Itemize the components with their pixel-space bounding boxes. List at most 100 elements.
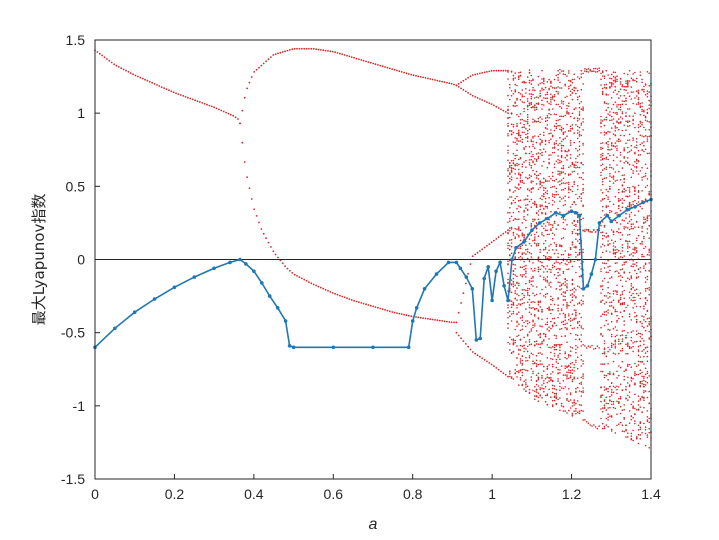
bifurcation-point	[575, 361, 577, 364]
bifurcation-point	[467, 76, 469, 79]
bifurcation-point	[619, 252, 622, 255]
bifurcation-point	[600, 292, 602, 294]
bifurcation-point	[379, 64, 382, 67]
bifurcation-point	[609, 372, 611, 375]
bifurcation-point	[530, 74, 533, 77]
bifurcation-point	[521, 345, 524, 348]
bifurcation-point	[641, 135, 643, 137]
bifurcation-point	[510, 123, 513, 126]
bifurcation-point	[541, 225, 543, 227]
bifurcation-point	[555, 358, 558, 361]
bifurcation-point	[582, 121, 584, 123]
bifurcation-point	[632, 342, 634, 344]
bifurcation-point	[521, 89, 524, 91]
bifurcation-point	[646, 90, 649, 92]
bifurcation-point	[548, 154, 550, 156]
bifurcation-point	[607, 350, 609, 353]
bifurcation-point	[643, 385, 645, 388]
bifurcation-point	[566, 107, 568, 110]
bifurcation-point	[601, 183, 604, 186]
bifurcation-point	[632, 286, 634, 289]
bifurcation-point	[535, 174, 538, 177]
bifurcation-point	[467, 345, 469, 348]
bifurcation-point	[564, 228, 566, 230]
bifurcation-point	[616, 388, 618, 391]
bifurcation-point	[580, 287, 583, 290]
bifurcation-point	[512, 277, 515, 280]
bifurcation-point	[621, 112, 624, 115]
bifurcation-point	[532, 155, 534, 158]
bifurcation-point	[523, 123, 525, 126]
bifurcation-point	[546, 365, 549, 368]
bifurcation-point	[537, 300, 540, 303]
bifurcation-point	[544, 394, 547, 397]
bifurcation-point	[648, 427, 650, 430]
bifurcation-point	[246, 87, 249, 90]
bifurcation-point	[635, 305, 638, 308]
bifurcation-point	[623, 255, 625, 257]
bifurcation-point	[514, 274, 516, 276]
bifurcation-point	[630, 415, 633, 418]
bifurcation-point	[225, 111, 228, 114]
bifurcation-point	[369, 61, 372, 64]
bifurcation-point	[635, 437, 638, 439]
bifurcation-point	[521, 325, 524, 327]
bifurcation-point	[644, 352, 647, 354]
bifurcation-point	[632, 255, 634, 257]
bifurcation-point	[646, 96, 649, 98]
bifurcation-point	[589, 424, 591, 426]
bifurcation-point	[532, 362, 534, 365]
bifurcation-point	[548, 233, 550, 236]
bifurcation-point	[580, 176, 583, 179]
bifurcation-point	[641, 255, 643, 258]
bifurcation-point	[548, 141, 550, 144]
bifurcation-point	[526, 132, 529, 135]
bifurcation-point	[559, 346, 561, 349]
bifurcation-point	[535, 293, 538, 296]
bifurcation-point	[571, 283, 574, 286]
bifurcation-point	[612, 230, 615, 233]
bifurcation-point	[537, 97, 540, 99]
bifurcation-point	[582, 189, 584, 191]
bifurcation-point	[518, 78, 520, 80]
lyapunov-point	[172, 285, 177, 290]
bifurcation-point	[639, 406, 642, 408]
bifurcation-point	[481, 248, 484, 251]
bifurcation-point	[562, 270, 565, 273]
bifurcation-point	[580, 334, 583, 336]
bifurcation-point	[509, 371, 511, 373]
bifurcation-point	[628, 202, 631, 205]
bifurcation-point	[510, 303, 513, 306]
bifurcation-point	[516, 122, 518, 125]
bifurcation-point	[557, 380, 559, 382]
bifurcation-point	[548, 175, 550, 178]
bifurcation-point	[557, 86, 559, 88]
bifurcation-point	[486, 71, 488, 73]
bifurcation-point	[286, 267, 289, 270]
bifurcation-point	[562, 374, 565, 376]
bifurcation-point	[573, 399, 575, 401]
bifurcation-point	[374, 63, 377, 66]
bifurcation-point	[627, 81, 629, 83]
bifurcation-point	[612, 145, 615, 147]
bifurcation-point	[519, 119, 522, 121]
bifurcation-point	[637, 400, 640, 402]
bifurcation-point	[632, 260, 634, 262]
bifurcation-point	[635, 221, 638, 223]
bifurcation-point	[600, 72, 602, 75]
bifurcation-point	[571, 378, 574, 381]
bifurcation-point	[630, 227, 633, 230]
bifurcation-point	[571, 369, 574, 371]
bifurcation-point	[616, 145, 618, 147]
lyapunov-point	[283, 319, 288, 323]
bifurcation-point	[566, 366, 568, 368]
bifurcation-point	[510, 291, 513, 294]
bifurcation-point	[623, 148, 625, 151]
bifurcation-point	[569, 317, 572, 320]
bifurcation-point	[541, 141, 543, 143]
bifurcation-point	[548, 364, 550, 366]
bifurcation-point	[609, 149, 611, 151]
bifurcation-point	[481, 357, 484, 360]
bifurcation-point	[543, 278, 545, 281]
bifurcation-point	[555, 103, 558, 106]
